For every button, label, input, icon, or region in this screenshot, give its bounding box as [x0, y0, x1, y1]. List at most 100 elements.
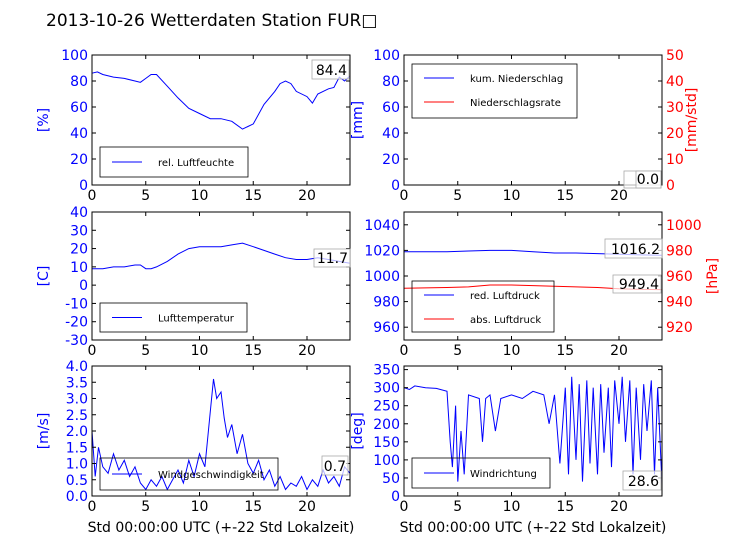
- x-tick-label: 5: [141, 343, 150, 359]
- y-tick-label: 100: [61, 48, 88, 64]
- y2-tick-label: 10: [666, 152, 684, 168]
- panel-pressure: 0 5 10 15 20 960 980 1000 1020 1040 920 940 960 980 10…: [364, 211, 721, 359]
- x-tick-label: 10: [503, 188, 521, 204]
- y-axis-label: [m/s]: [36, 413, 52, 450]
- y-tick-label: 40: [70, 126, 88, 142]
- y-tick-label: -20: [65, 315, 88, 331]
- legend-label: kum. Niederschlag: [470, 74, 563, 85]
- x-tick-label: 15: [556, 343, 574, 359]
- legend-label: red. Luftdruck: [470, 291, 540, 302]
- y-tick-label: 20: [70, 242, 88, 258]
- value-box: [321, 455, 349, 476]
- x-tick-label: 0: [400, 343, 409, 359]
- x-tick-label: 20: [298, 499, 316, 515]
- value-box: [604, 238, 663, 259]
- x-tick-label: 15: [244, 499, 262, 515]
- series-line-1: [92, 242, 351, 270]
- x-tick-label: 10: [503, 499, 521, 515]
- x-axis-label: Std 00:00:00 UTC (+-22 Std Lokalzeit): [400, 520, 667, 536]
- legend-label: Niederschlagsrate: [470, 98, 561, 109]
- value-box: [612, 274, 662, 294]
- value-box-label: 0.7: [324, 459, 346, 475]
- legend-box: [99, 302, 248, 333]
- y2-tick-label: 960: [666, 269, 693, 285]
- y-tick-label: 1000: [364, 269, 400, 285]
- legend-label: abs. Luftdruck: [470, 315, 541, 326]
- x-tick-label: 5: [453, 343, 462, 359]
- legend-box: [411, 63, 578, 119]
- x-tick-label: 0: [88, 343, 97, 359]
- y2-tick-label: 20: [666, 126, 684, 142]
- y-axis-label: [C]: [36, 266, 52, 287]
- value-box-label: 84.4: [316, 63, 347, 79]
- y-axis-label: [hPa]: [705, 258, 721, 294]
- y2-tick-label: 50: [666, 48, 684, 64]
- series-line-1: [403, 376, 663, 486]
- legend-box: [411, 280, 555, 333]
- x-tick-label: 20: [298, 188, 316, 204]
- series-line-1: [91, 71, 351, 130]
- value-box: [622, 470, 662, 491]
- plot-frame: [91, 54, 351, 186]
- y-axis-label: [%]: [36, 108, 52, 132]
- x-tick-label: 20: [298, 343, 316, 359]
- x-tick-label: 0: [88, 499, 97, 515]
- y-tick-label: 150: [373, 435, 400, 451]
- y-tick-label: 0: [391, 489, 400, 505]
- y-tick-label: 80: [382, 74, 400, 90]
- y-tick-label: 3.0: [66, 392, 88, 408]
- x-tick-label: 10: [191, 343, 209, 359]
- y-tick-label: 20: [382, 152, 400, 168]
- y-tick-label: 200: [373, 417, 400, 433]
- value-box: [313, 248, 351, 268]
- x-tick-label: 15: [244, 188, 262, 204]
- value-box: [635, 170, 662, 189]
- x-tick-label: 5: [141, 499, 150, 515]
- y-tick-label: 1.0: [66, 457, 88, 473]
- y-tick-label: 980: [373, 295, 400, 311]
- y-tick-label: 1020: [364, 243, 400, 259]
- y-tick-label: -30: [65, 333, 88, 349]
- legend-box: [99, 146, 249, 178]
- x-tick-label: 10: [191, 188, 209, 204]
- y2-tick-label: 0: [666, 178, 675, 194]
- x-tick-label: 10: [191, 499, 209, 515]
- legend-label: Windgeschwindigkeit: [158, 470, 264, 481]
- y-tick-label: 0: [391, 178, 400, 194]
- chart-title: 2013-10-26 Wetterdaten Station FUR□: [46, 11, 377, 31]
- legend-box: [411, 457, 551, 489]
- y-tick-label: -10: [65, 296, 88, 312]
- y2-axis-label: [mm/std]: [684, 88, 700, 153]
- y-tick-label: 0: [79, 278, 88, 294]
- value-box: [311, 59, 350, 80]
- y-tick-label: 3.5: [66, 375, 88, 391]
- y-tick-label: 350: [373, 363, 400, 379]
- x-tick-label: 20: [610, 499, 628, 515]
- x-tick-label: 0: [88, 188, 97, 204]
- y2-tick-label: 980: [666, 243, 693, 259]
- y-tick-label: 40: [382, 126, 400, 142]
- legend-label: rel. Luftfeuchte: [158, 158, 234, 169]
- legend-box: [99, 457, 279, 491]
- value-box-label: 0.0: [637, 172, 659, 188]
- plot-frame: [403, 54, 663, 186]
- x-tick-label: 15: [556, 499, 574, 515]
- y-axis-label: [mm]: [350, 101, 366, 139]
- x-tick-label: 10: [503, 343, 521, 359]
- y-tick-label: 250: [373, 399, 400, 415]
- y-tick-label: 100: [373, 453, 400, 469]
- x-tick-label: 15: [556, 188, 574, 204]
- y-tick-label: 2.0: [66, 424, 88, 440]
- y2-tick-label: 940: [666, 295, 693, 311]
- x-tick-label: 5: [141, 188, 150, 204]
- y-tick-label: 60: [70, 100, 88, 116]
- y2-tick-label: 1000: [666, 218, 702, 234]
- x-axis-label: Std 00:00:00 UTC (+-22 Std Lokalzeit): [88, 520, 355, 536]
- y-tick-label: 1.5: [66, 440, 88, 456]
- x-tick-label: 20: [610, 188, 628, 204]
- y-tick-label: 20: [70, 152, 88, 168]
- y-tick-label: 4.0: [66, 359, 88, 375]
